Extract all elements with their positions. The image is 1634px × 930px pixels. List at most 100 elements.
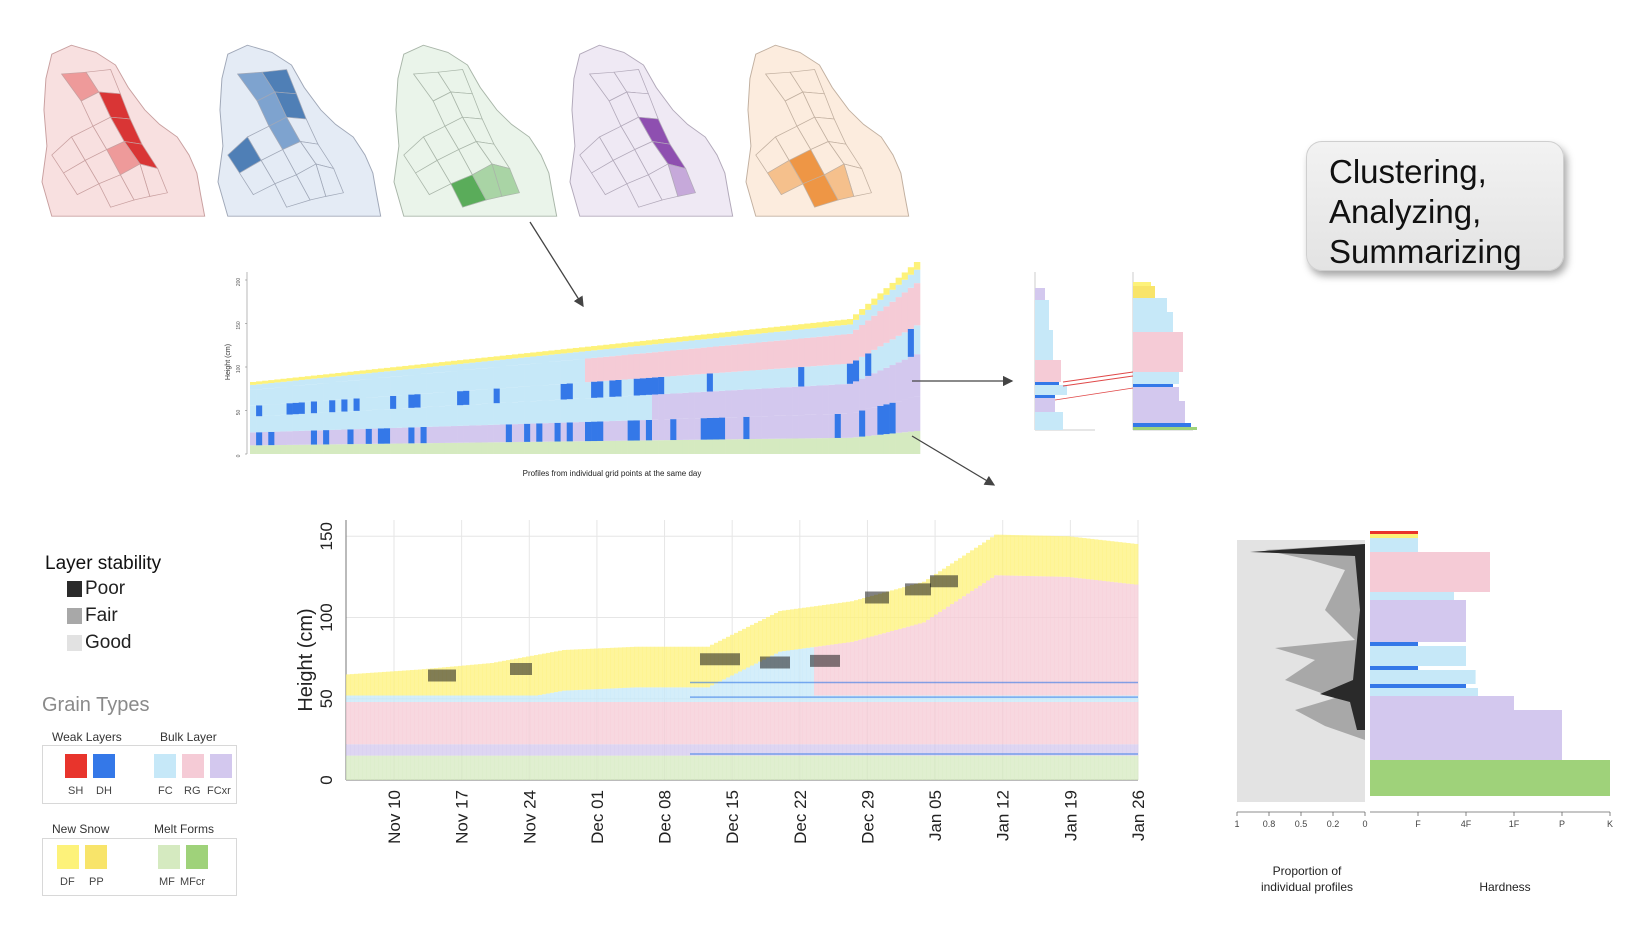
profile-layer xyxy=(731,417,738,440)
dh-swatch xyxy=(93,754,115,778)
profile-layer xyxy=(670,337,677,343)
season-layer xyxy=(726,755,731,780)
mini-layer xyxy=(1133,387,1179,401)
season-layer xyxy=(778,702,783,745)
bulk-layer-title: Bulk Layer xyxy=(160,730,217,744)
season-layer xyxy=(750,744,755,756)
profile-layer xyxy=(658,440,665,454)
season-layer xyxy=(854,755,859,780)
season-layer xyxy=(490,744,495,756)
season-layer xyxy=(514,695,519,702)
season-layer xyxy=(854,640,859,696)
season-layer xyxy=(870,702,875,745)
x-tick-label: Jan 26 xyxy=(1129,790,1148,841)
profile-layer xyxy=(871,407,878,436)
profile-layer xyxy=(524,386,531,402)
profile-layer xyxy=(414,364,421,369)
season-layer xyxy=(826,702,831,745)
profile-layer xyxy=(816,414,823,439)
profile-layer xyxy=(816,327,823,337)
season-layer xyxy=(1102,695,1107,702)
season-layer xyxy=(506,744,511,756)
profile-layer xyxy=(767,369,775,389)
profile-layer xyxy=(493,367,501,389)
season-layer xyxy=(614,695,619,702)
profile-layer xyxy=(913,283,921,326)
profile-layer xyxy=(463,425,470,443)
profile-layer xyxy=(603,349,610,357)
season-layer xyxy=(354,755,359,780)
profile-layer xyxy=(530,385,537,402)
profile-layer xyxy=(603,344,610,350)
season-layer xyxy=(490,695,495,702)
profile-layer xyxy=(840,325,848,335)
season-layer xyxy=(990,744,995,756)
profile-layer xyxy=(767,438,775,454)
season-layer xyxy=(786,702,791,745)
profile-layer xyxy=(725,417,732,440)
profile-layer xyxy=(530,356,537,364)
season-layer xyxy=(782,744,787,756)
season-layer xyxy=(458,695,463,702)
season-layer xyxy=(626,695,631,702)
season-layer xyxy=(802,648,807,696)
season-layer xyxy=(842,642,847,696)
profile-layer xyxy=(907,267,915,275)
profile-layer xyxy=(292,402,300,415)
profile-layer xyxy=(298,385,306,403)
profile-layer xyxy=(554,441,561,454)
profile-layer xyxy=(578,421,586,442)
profile-layer xyxy=(621,379,628,397)
profile-layer xyxy=(274,404,281,416)
season-layer xyxy=(1098,580,1103,696)
season-layer xyxy=(938,702,943,745)
season-layer xyxy=(354,744,359,756)
season-layer xyxy=(442,744,447,756)
profile-layer xyxy=(444,405,452,427)
season-layer xyxy=(1086,538,1091,580)
season-layer xyxy=(782,755,787,780)
season-layer xyxy=(398,670,403,696)
season-layer xyxy=(1110,744,1115,756)
season-layer xyxy=(882,592,887,634)
profile-layer xyxy=(359,443,367,454)
season-layer xyxy=(694,695,699,702)
map-cluster-orange xyxy=(745,44,910,217)
profile-layer xyxy=(639,345,647,354)
profile-layer xyxy=(883,434,890,454)
mid-chart-xlabel: Profiles from individual grid points at … xyxy=(523,469,702,478)
season-layer xyxy=(1098,539,1103,581)
season-layer xyxy=(986,744,991,756)
profile-layer xyxy=(846,363,854,384)
profile-layer xyxy=(335,399,342,412)
season-layer xyxy=(450,702,455,745)
profile-layer xyxy=(694,335,702,340)
season-layer xyxy=(650,695,655,702)
season-layer xyxy=(418,695,423,702)
profile-layer xyxy=(913,269,921,284)
profile-layer xyxy=(390,443,397,454)
profile-layer xyxy=(487,356,494,361)
profile-layer xyxy=(676,341,683,350)
profile-layer xyxy=(280,378,287,382)
profile-layer xyxy=(554,361,561,385)
profile-layer xyxy=(895,277,903,285)
season-layer xyxy=(1126,695,1131,702)
fc-swatch xyxy=(154,754,176,778)
profile-layer xyxy=(621,355,628,380)
profile-layer xyxy=(755,438,762,454)
profile-layer xyxy=(256,445,263,454)
profile-layer xyxy=(524,401,531,424)
season-layer xyxy=(982,695,987,702)
season-layer xyxy=(550,695,555,702)
melt-forms-title: Melt Forms xyxy=(154,822,214,836)
season-layer xyxy=(614,647,619,689)
season-layer xyxy=(750,695,755,702)
season-layer xyxy=(586,695,591,702)
profile-layer xyxy=(749,329,756,335)
profile-layer xyxy=(645,440,653,454)
profile-layer xyxy=(761,333,769,342)
season-layer xyxy=(754,702,759,745)
profile-layer xyxy=(365,428,373,444)
season-layer xyxy=(1118,744,1123,756)
